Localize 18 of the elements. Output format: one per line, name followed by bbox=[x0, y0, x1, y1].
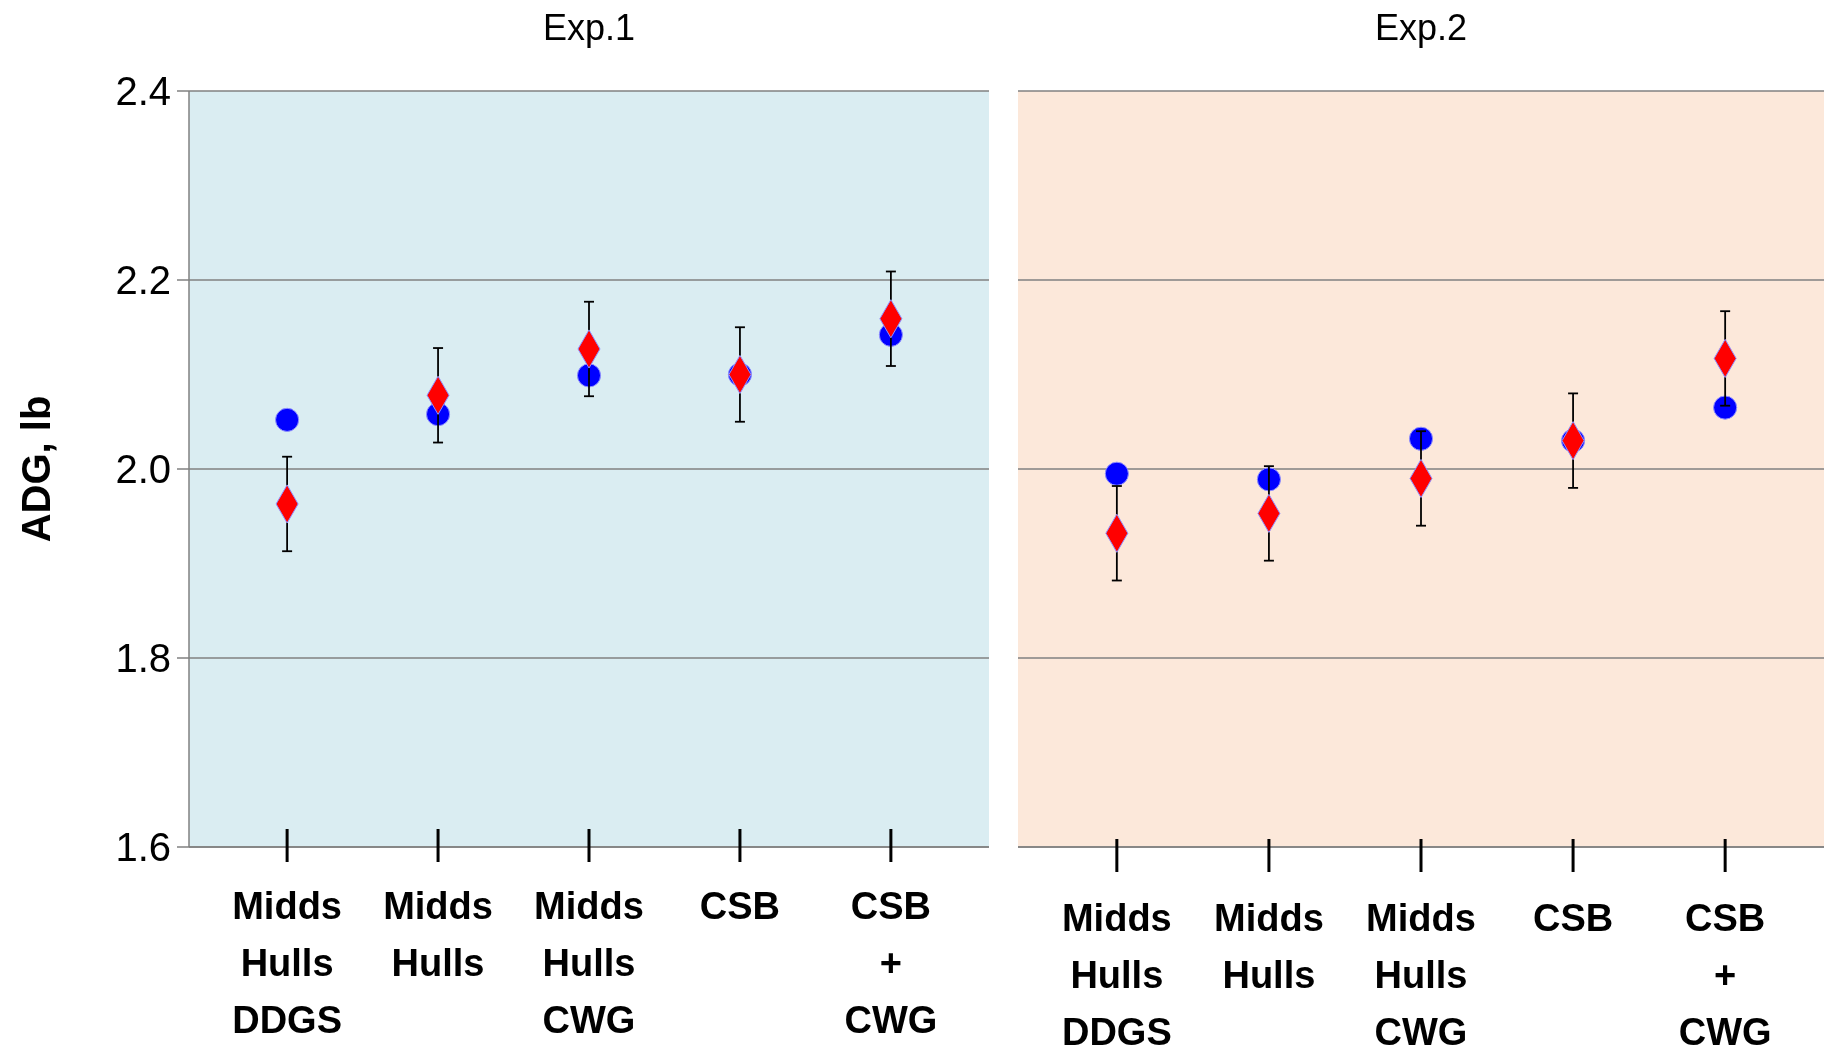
chart-title: Exp.1 bbox=[542, 7, 636, 48]
x-tick-label: Midds Hulls bbox=[383, 885, 493, 984]
y-tick-label: 2.0 bbox=[115, 447, 171, 491]
x-tick-label: Midds Hulls CWG bbox=[534, 885, 644, 1041]
chart-title: Exp.2 bbox=[1374, 7, 1468, 48]
y-tick-label: 1.8 bbox=[115, 636, 171, 680]
y-tick-label: 2.4 bbox=[115, 69, 171, 113]
x-tick-label: CSB + CWG bbox=[844, 885, 938, 1041]
x-tick-label: Midds Hulls DDGS bbox=[232, 885, 343, 1041]
y-axis-title: ADG, lb bbox=[14, 395, 58, 543]
x-tick-label: CSB bbox=[1532, 897, 1614, 939]
x-tick-label: CSB bbox=[699, 885, 781, 927]
x-tick-label: Midds Hulls DDGS bbox=[1061, 897, 1172, 1047]
x-tick-label: Midds Hulls bbox=[1214, 897, 1324, 996]
y-tick-label: 2.2 bbox=[115, 258, 171, 302]
y-tick-label: 1.6 bbox=[115, 825, 171, 869]
x-tick-label: Midds Hulls CWG bbox=[1366, 897, 1476, 1047]
x-tick-label: CSB + CWG bbox=[1678, 897, 1772, 1047]
